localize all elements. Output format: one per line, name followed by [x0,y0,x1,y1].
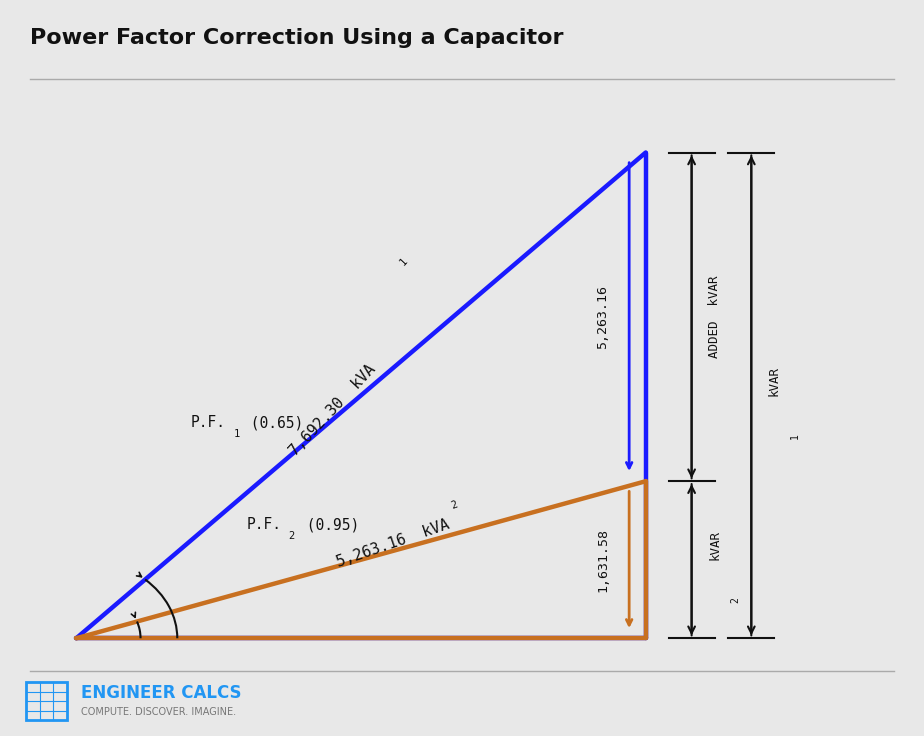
Text: (0.95): (0.95) [298,517,359,532]
Text: ADDED  kVAR: ADDED kVAR [708,275,721,358]
Text: P.F.: P.F. [246,517,281,532]
Text: COMPUTE. DISCOVER. IMAGINE.: COMPUTE. DISCOVER. IMAGINE. [80,707,236,718]
Text: (0.65): (0.65) [242,415,304,430]
Text: 7,692.30  kVA: 7,692.30 kVA [286,361,379,459]
Text: kVAR: kVAR [768,366,781,396]
Text: 2: 2 [450,500,459,511]
Text: ENGINEER CALCS: ENGINEER CALCS [80,684,241,701]
Text: Power Factor Correction Using a Capacitor: Power Factor Correction Using a Capacito… [30,29,564,49]
Text: 1,631.58: 1,631.58 [596,528,609,592]
Text: 2: 2 [288,531,295,541]
Text: 5,263.16  kVA: 5,263.16 kVA [334,517,451,570]
Text: 2: 2 [730,597,740,603]
Text: 1: 1 [398,256,409,267]
Text: 1: 1 [233,429,239,439]
Text: 1: 1 [790,433,800,439]
Text: kVAR: kVAR [708,530,721,560]
Text: 5,263.16: 5,263.16 [596,285,609,349]
Text: P.F.: P.F. [191,415,226,430]
